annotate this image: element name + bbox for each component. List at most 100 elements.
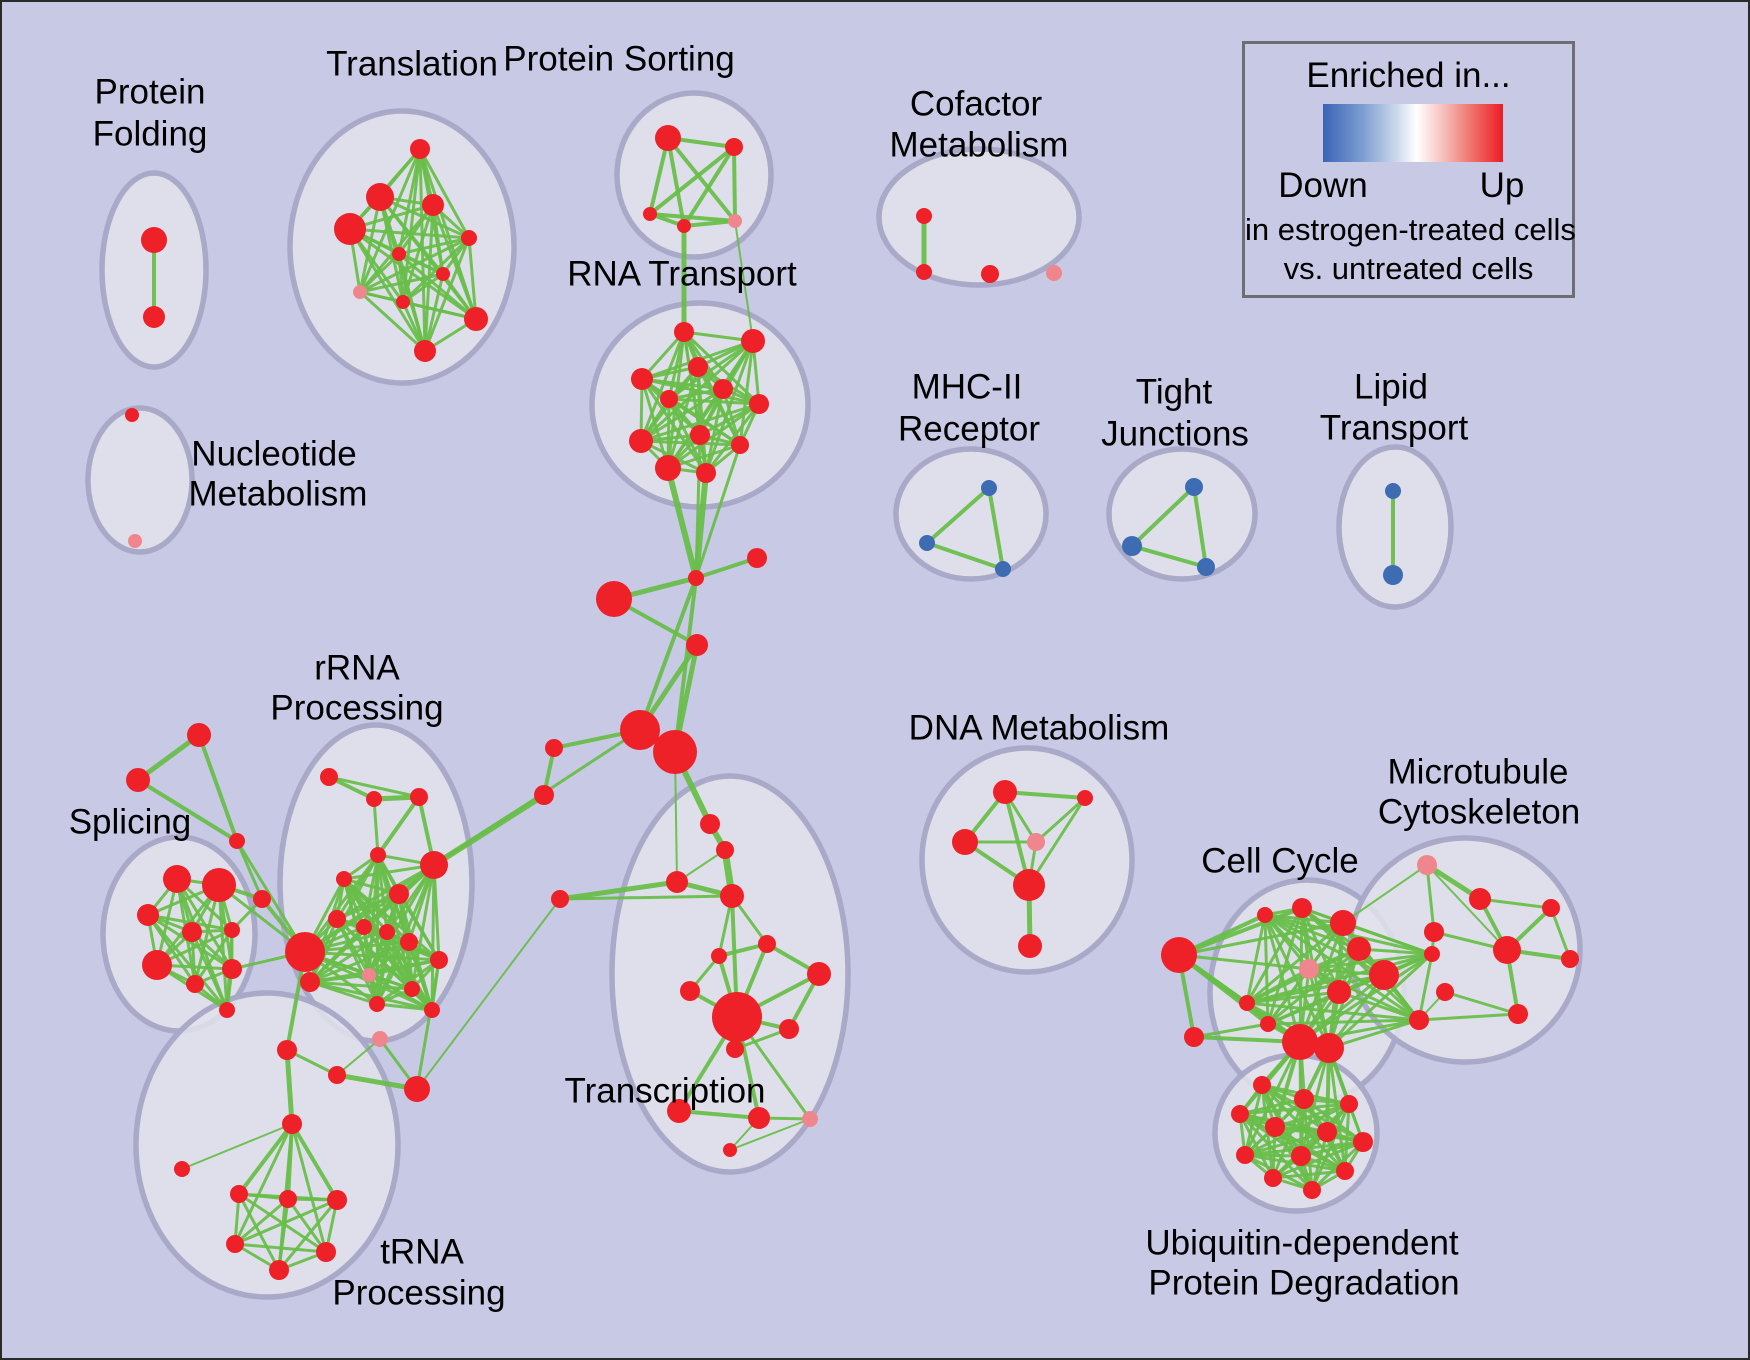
- node-R1[interactable]: [674, 322, 694, 342]
- node-CC15[interactable]: [1282, 1024, 1318, 1060]
- node-X4[interactable]: [720, 884, 744, 908]
- node-N3[interactable]: [410, 788, 428, 806]
- node-M3[interactable]: [995, 561, 1011, 577]
- node-R12[interactable]: [696, 463, 716, 483]
- node-U10[interactable]: [1336, 1162, 1354, 1180]
- node-M1c[interactable]: [686, 634, 708, 656]
- node-P9[interactable]: [219, 1002, 235, 1018]
- node-N12[interactable]: [430, 951, 448, 969]
- node-N8[interactable]: [328, 910, 346, 928]
- node-H1[interactable]: [285, 932, 325, 972]
- node-R8[interactable]: [690, 425, 710, 445]
- node-D3[interactable]: [952, 829, 978, 855]
- node-N10[interactable]: [379, 924, 395, 940]
- node-P1[interactable]: [163, 865, 191, 893]
- node-P6[interactable]: [142, 950, 172, 980]
- node-CC2[interactable]: [1184, 1027, 1204, 1047]
- node-B1[interactable]: [596, 581, 632, 617]
- node-T11[interactable]: [414, 340, 436, 362]
- node-T1[interactable]: [410, 139, 430, 159]
- node-L2[interactable]: [1383, 565, 1403, 585]
- node-X1[interactable]: [700, 814, 720, 834]
- node-CC4[interactable]: [1292, 898, 1312, 918]
- node-PF2[interactable]: [143, 306, 165, 328]
- node-N5[interactable]: [336, 871, 352, 887]
- node-P4[interactable]: [182, 922, 202, 942]
- node-T5[interactable]: [461, 230, 477, 246]
- node-S5[interactable]: [728, 214, 742, 228]
- node-J1[interactable]: [688, 570, 704, 586]
- node-D2[interactable]: [1077, 790, 1093, 806]
- node-N18[interactable]: [277, 1040, 297, 1060]
- node-P3[interactable]: [137, 904, 159, 926]
- node-TJ2[interactable]: [1122, 536, 1142, 556]
- node-C1[interactable]: [916, 208, 932, 224]
- node-U8[interactable]: [1236, 1146, 1254, 1164]
- node-CC7[interactable]: [1347, 937, 1371, 961]
- node-M2[interactable]: [919, 535, 935, 551]
- node-M1[interactable]: [981, 480, 997, 496]
- node-TR1[interactable]: [187, 723, 211, 747]
- node-X8[interactable]: [807, 962, 831, 986]
- node-D1[interactable]: [993, 780, 1017, 804]
- node-X5[interactable]: [551, 890, 569, 908]
- node-C3[interactable]: [981, 265, 999, 283]
- node-CC16[interactable]: [1314, 1033, 1344, 1063]
- node-TRj[interactable]: [229, 833, 245, 849]
- node-T3[interactable]: [422, 194, 444, 216]
- node-U2[interactable]: [1294, 1089, 1314, 1109]
- node-X11[interactable]: [779, 1019, 799, 1039]
- node-X6[interactable]: [758, 935, 776, 953]
- node-N13[interactable]: [400, 933, 418, 951]
- node-X14[interactable]: [748, 1107, 770, 1129]
- node-N6[interactable]: [420, 851, 448, 879]
- node-U11[interactable]: [1264, 1169, 1282, 1187]
- node-F4[interactable]: [327, 1190, 347, 1210]
- node-CC13[interactable]: [1409, 1010, 1429, 1030]
- node-F2[interactable]: [230, 1185, 248, 1203]
- node-TJ1[interactable]: [1185, 478, 1203, 496]
- node-N16[interactable]: [369, 996, 385, 1012]
- node-X9[interactable]: [680, 981, 700, 1001]
- node-R7[interactable]: [749, 394, 769, 414]
- node-Mt6[interactable]: [1508, 1004, 1528, 1024]
- node-NU2[interactable]: [128, 534, 142, 548]
- node-Pb[interactable]: [253, 890, 271, 908]
- node-R4[interactable]: [631, 368, 653, 390]
- node-H3[interactable]: [653, 730, 697, 774]
- node-PF1[interactable]: [141, 227, 167, 253]
- node-F6[interactable]: [316, 1242, 336, 1262]
- node-X16[interactable]: [723, 1143, 737, 1157]
- node-P7[interactable]: [186, 975, 204, 993]
- node-T7[interactable]: [436, 267, 450, 281]
- node-N20[interactable]: [404, 1076, 430, 1102]
- node-R6[interactable]: [660, 390, 678, 408]
- node-U6[interactable]: [1317, 1122, 1337, 1142]
- node-X15[interactable]: [802, 1111, 818, 1127]
- node-K2[interactable]: [534, 785, 554, 805]
- node-N17[interactable]: [300, 972, 320, 992]
- node-D6[interactable]: [1018, 934, 1042, 958]
- node-CC11[interactable]: [1260, 1016, 1276, 1032]
- node-N2[interactable]: [366, 791, 382, 807]
- node-Mt3[interactable]: [1424, 922, 1444, 942]
- node-N1[interactable]: [320, 768, 338, 786]
- node-CC6[interactable]: [1369, 960, 1399, 990]
- node-Mt2[interactable]: [1469, 888, 1491, 910]
- node-L1[interactable]: [1385, 483, 1401, 499]
- node-T4[interactable]: [334, 213, 366, 245]
- node-D4[interactable]: [1027, 833, 1045, 851]
- node-CC9[interactable]: [1327, 980, 1351, 1004]
- node-Mt7[interactable]: [1561, 950, 1579, 968]
- node-H2[interactable]: [620, 710, 660, 750]
- node-S4[interactable]: [677, 219, 691, 233]
- node-S3[interactable]: [643, 207, 657, 221]
- node-U12[interactable]: [1303, 1181, 1321, 1199]
- node-X10[interactable]: [712, 992, 762, 1042]
- node-X7[interactable]: [711, 948, 727, 964]
- node-CC10[interactable]: [1239, 995, 1255, 1011]
- node-N14[interactable]: [404, 981, 420, 997]
- node-F7[interactable]: [269, 1260, 289, 1280]
- node-T6[interactable]: [392, 247, 406, 261]
- node-P5[interactable]: [224, 922, 240, 938]
